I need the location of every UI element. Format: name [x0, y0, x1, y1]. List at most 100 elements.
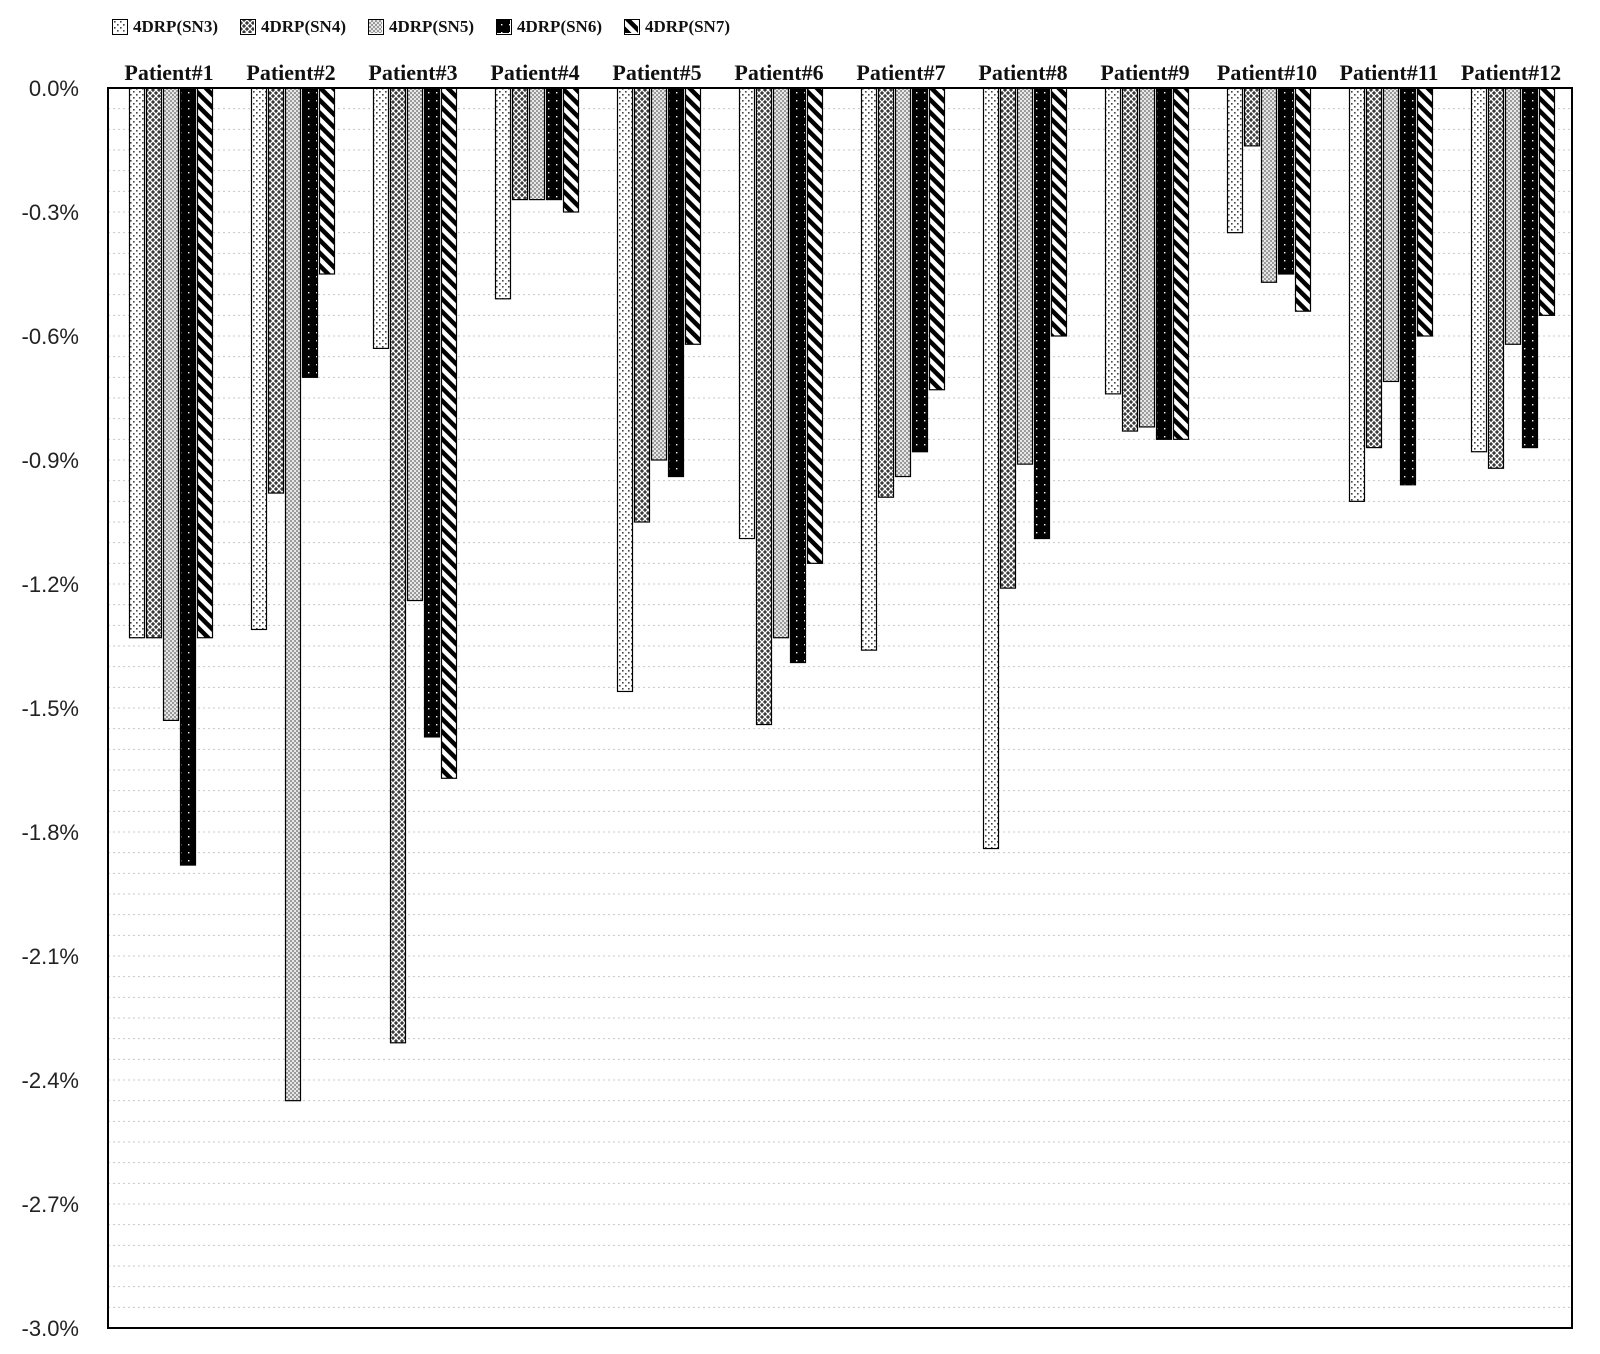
bar	[1416, 87, 1434, 337]
y-tick-label: -2.1%	[22, 944, 79, 969]
bar	[1382, 87, 1400, 383]
legend-label: 4DRP(SN3)	[133, 17, 218, 36]
legend-label: 4DRP(SN7)	[645, 17, 730, 36]
bar	[1538, 87, 1556, 316]
bar	[1487, 87, 1505, 469]
bar	[162, 87, 180, 722]
category-label: Patient#5	[612, 60, 701, 85]
legend-item: 4DRP(SN5)	[368, 17, 474, 37]
y-tick-label: -2.7%	[22, 1192, 79, 1217]
bar	[389, 87, 407, 1044]
bar	[179, 87, 197, 866]
legend-item: 4DRP(SN3)	[112, 17, 218, 37]
category-label: Patient#1	[124, 60, 213, 85]
bar	[1050, 87, 1068, 337]
bar	[250, 87, 268, 631]
y-tick-label: 0.0%	[29, 76, 79, 101]
bar	[1243, 87, 1261, 147]
legend-swatch	[112, 19, 128, 35]
legend-swatch	[496, 19, 512, 35]
bar	[406, 87, 424, 602]
bar	[1277, 87, 1295, 275]
bar	[494, 87, 512, 300]
y-tick-label: -1.8%	[22, 820, 79, 845]
bar	[982, 87, 1000, 850]
category-label: Patient#4	[490, 60, 579, 85]
bar	[301, 87, 319, 378]
bar	[128, 87, 146, 639]
bar	[789, 87, 807, 664]
legend-swatch	[240, 19, 256, 35]
bar	[267, 87, 285, 494]
bar	[633, 87, 651, 523]
y-tick-label: -0.6%	[22, 324, 79, 349]
bar	[894, 87, 912, 478]
axes: 0.0% -0.3% -0.6% -0.9% -1.2% -1.5% -1.8% -2.1% -…	[22, 76, 1573, 1341]
legend-item: 4DRP(SN4)	[240, 17, 346, 37]
bar	[1033, 87, 1051, 540]
y-tick-label: -1.2%	[22, 572, 79, 597]
bar	[616, 87, 634, 693]
bar	[860, 87, 878, 651]
bar	[667, 87, 685, 478]
category-label: Patient#9	[1100, 60, 1189, 85]
bar	[806, 87, 824, 564]
bars: Patient#1 Patient#2 Patient#3 Patient#4 Pati…	[124, 60, 1561, 1102]
bar	[1155, 87, 1173, 440]
bar	[1348, 87, 1366, 502]
bar	[1470, 87, 1488, 453]
category-label: Patient#2	[246, 60, 335, 85]
category-label: Patient#11	[1340, 60, 1439, 85]
bar	[423, 87, 441, 738]
category-label: Patient#10	[1217, 60, 1317, 85]
legend-swatch	[368, 19, 384, 35]
category-label: Patient#6	[734, 60, 823, 85]
category-label: Patient#8	[978, 60, 1067, 85]
bar	[755, 87, 773, 726]
bar	[372, 87, 390, 349]
bar	[999, 87, 1017, 589]
bar	[440, 87, 458, 779]
category-label: Patient#7	[856, 60, 945, 85]
y-tick-label: -0.9%	[22, 448, 79, 473]
bar	[196, 87, 214, 639]
bar	[928, 87, 946, 391]
plot-frame	[107, 87, 1573, 1329]
bar	[877, 87, 895, 498]
bar	[1365, 87, 1383, 449]
bar	[145, 87, 163, 639]
bar	[1016, 87, 1034, 465]
bar	[1399, 87, 1417, 486]
legend-label: 4DRP(SN5)	[389, 17, 474, 36]
y-tick-label: -1.5%	[22, 696, 79, 721]
bar	[772, 87, 790, 639]
y-tick-label: -0.3%	[22, 200, 79, 225]
legend-label: 4DRP(SN4)	[261, 17, 346, 36]
bar	[318, 87, 336, 275]
bar	[1138, 87, 1156, 428]
bar	[1172, 87, 1190, 440]
legend-label: 4DRP(SN6)	[517, 17, 602, 36]
legend-item: 4DRP(SN6)	[496, 17, 602, 37]
bar	[284, 87, 302, 1102]
gridlines	[108, 108, 1572, 1308]
legend-item: 4DRP(SN7)	[624, 17, 730, 37]
bar	[911, 87, 929, 453]
bar	[1504, 87, 1522, 345]
category-label: Patient#3	[368, 60, 457, 85]
y-tick-label: -2.4%	[22, 1068, 79, 1093]
bar	[1104, 87, 1122, 395]
legend-swatch	[624, 19, 640, 35]
y-tick-label: -3.0%	[22, 1316, 79, 1341]
bar	[650, 87, 668, 461]
bar	[1521, 87, 1539, 449]
bar	[1294, 87, 1312, 312]
bar	[738, 87, 756, 540]
category-label: Patient#12	[1461, 60, 1561, 85]
legend: 4DRP(SN3) 4DRP(SN4) 4DRP(SN5) 4DRP(SN6) 4DRP…	[112, 10, 730, 44]
bar	[528, 87, 546, 201]
bar	[1226, 87, 1244, 234]
bar	[1121, 87, 1139, 432]
